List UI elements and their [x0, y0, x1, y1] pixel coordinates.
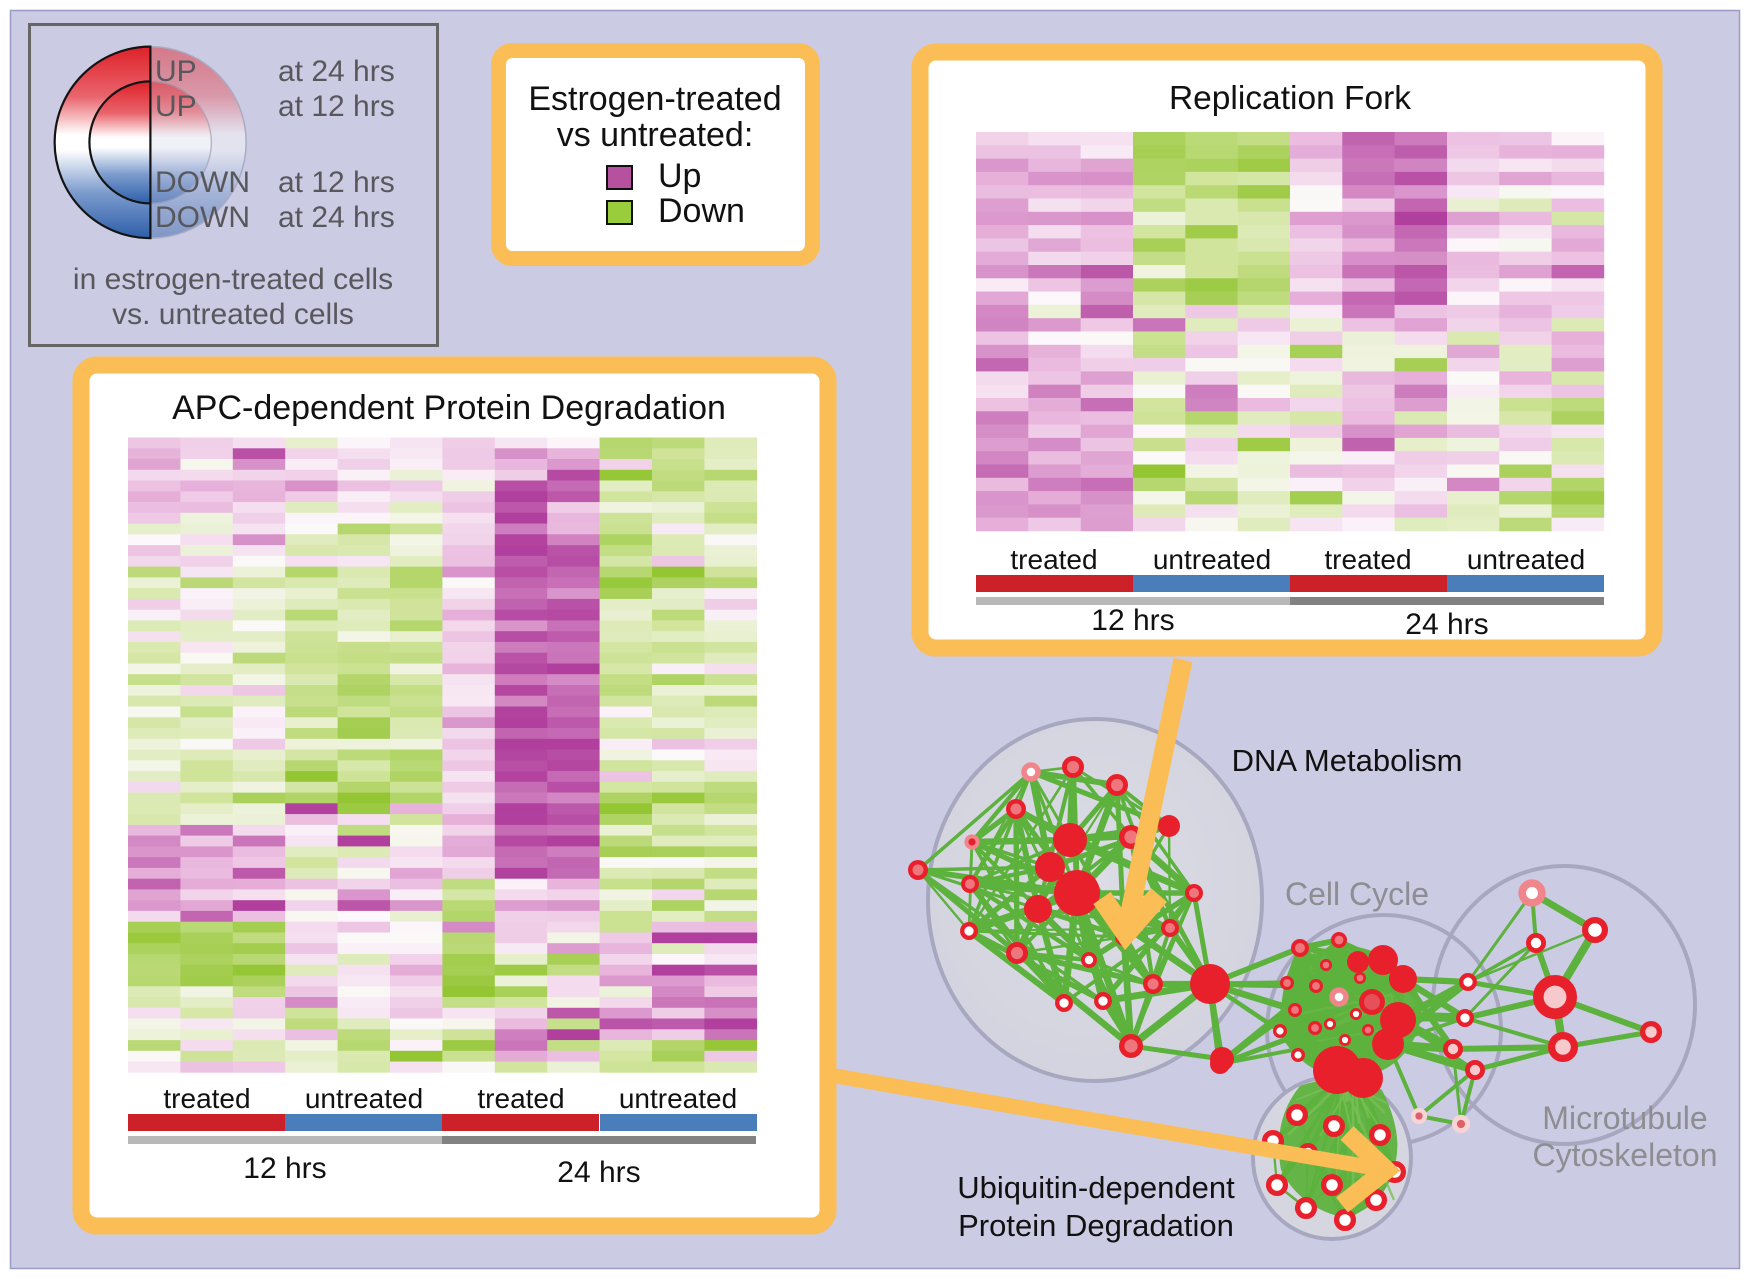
svg-text:Cell Cycle: Cell Cycle: [1285, 876, 1429, 912]
svg-text:Estrogen-treated: Estrogen-treated: [528, 80, 781, 118]
svg-text:Replication Fork: Replication Fork: [1169, 80, 1411, 117]
svg-text:untreated: untreated: [1153, 544, 1271, 575]
svg-text:DNA Metabolism: DNA Metabolism: [1232, 743, 1463, 778]
svg-text:APC-dependent Protein Degradat: APC-dependent Protein Degradation: [172, 389, 726, 427]
svg-text:Down: Down: [658, 192, 745, 230]
svg-text:treated: treated: [1324, 544, 1411, 575]
svg-text:at 24 hrs: at 24 hrs: [278, 55, 395, 88]
svg-text:in estrogen-treated cells: in estrogen-treated cells: [73, 263, 393, 296]
svg-text:vs. untreated cells: vs. untreated cells: [112, 298, 354, 331]
svg-text:12 hrs: 12 hrs: [1091, 604, 1174, 637]
svg-text:Protein Degradation: Protein Degradation: [958, 1208, 1234, 1243]
svg-text:at 24 hrs: at 24 hrs: [278, 201, 395, 234]
svg-text:12 hrs: 12 hrs: [243, 1152, 326, 1185]
svg-text:treated: treated: [1010, 544, 1097, 575]
svg-text:vs untreated:: vs untreated:: [557, 116, 754, 154]
svg-text:at 12 hrs: at 12 hrs: [278, 90, 395, 123]
svg-text:treated: treated: [477, 1083, 564, 1114]
svg-text:24 hrs: 24 hrs: [1405, 608, 1488, 641]
svg-text:untreated: untreated: [1467, 544, 1585, 575]
svg-text:treated: treated: [163, 1083, 250, 1114]
svg-text:Up: Up: [658, 157, 701, 195]
svg-text:at 12 hrs: at 12 hrs: [278, 166, 395, 199]
svg-text:Ubiquitin-dependent: Ubiquitin-dependent: [957, 1170, 1235, 1205]
svg-text:untreated: untreated: [619, 1083, 737, 1114]
svg-text:Microtubule: Microtubule: [1542, 1100, 1707, 1136]
svg-text:UP: UP: [155, 90, 197, 123]
svg-text:DOWN: DOWN: [155, 201, 250, 234]
svg-text:untreated: untreated: [305, 1083, 423, 1114]
svg-text:UP: UP: [155, 55, 197, 88]
svg-text:DOWN: DOWN: [155, 166, 250, 199]
svg-text:24 hrs: 24 hrs: [557, 1156, 640, 1189]
svg-text:Cytoskeleton: Cytoskeleton: [1533, 1137, 1718, 1173]
